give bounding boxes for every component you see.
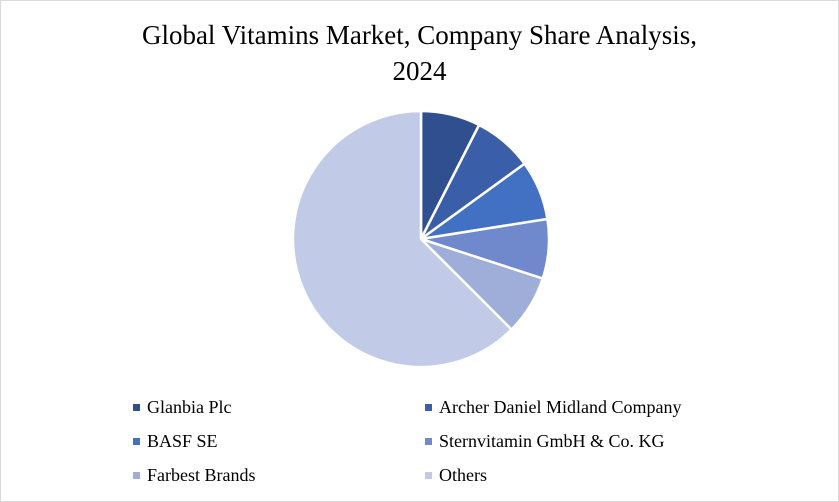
legend-item-others: Others [425,463,745,487]
legend-item-basf-se: BASF SE [133,429,425,453]
legend-item-sternvitamin-gmbh-co-kg: Sternvitamin GmbH & Co. KG [425,429,745,453]
legend-swatch [133,403,140,411]
legend-label: Archer Daniel Midland Company [439,396,682,417]
legend-swatch [425,403,432,411]
legend-swatch [425,437,432,445]
legend-label: Others [439,464,487,485]
legend-item-archer-daniel-midland-company: Archer Daniel Midland Company [425,395,745,419]
chart-title-line-2: 2024 [392,56,447,86]
legend-label: Farbest Brands [147,464,256,485]
chart-title-line-1: Global Vitamins Market, Company Share An… [141,20,698,50]
chart-title: Global Vitamins Market, Company Share An… [1,17,838,89]
legend-item-farbest-brands: Farbest Brands [133,463,425,487]
pie-slice-others [291,109,513,369]
legend-label: Sternvitamin GmbH & Co. KG [439,430,665,451]
legend-swatch [425,471,432,479]
legend-swatch [133,471,140,479]
legend-label: BASF SE [147,430,218,451]
legend-label: Glanbia Plc [147,396,232,417]
legend-item-glanbia-plc: Glanbia Plc [133,395,425,419]
legend-swatch [133,437,140,445]
chart-legend: Glanbia Plc Archer Daniel Midland Company… [133,395,773,487]
